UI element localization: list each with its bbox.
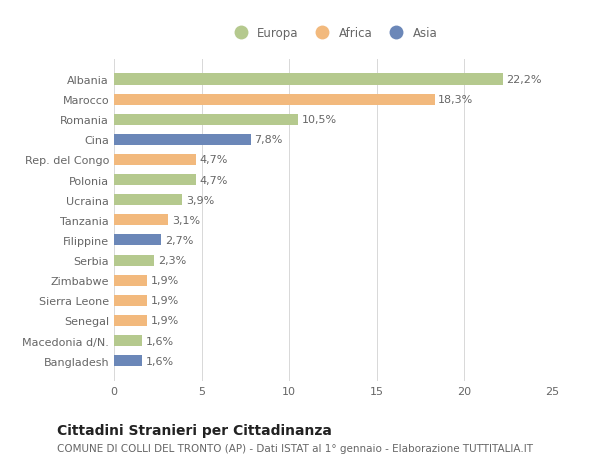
Bar	[114, 315, 147, 326]
Bar	[114, 155, 196, 166]
Bar	[114, 95, 434, 106]
Legend: Europa, Africa, Asia: Europa, Africa, Asia	[229, 27, 437, 40]
Text: 1,9%: 1,9%	[151, 296, 179, 306]
Text: 1,9%: 1,9%	[151, 275, 179, 285]
Bar	[114, 235, 161, 246]
Text: 4,7%: 4,7%	[200, 155, 228, 165]
Bar	[114, 275, 147, 286]
Text: 2,7%: 2,7%	[165, 235, 193, 246]
Text: COMUNE DI COLLI DEL TRONTO (AP) - Dati ISTAT al 1° gennaio - Elaborazione TUTTIT: COMUNE DI COLLI DEL TRONTO (AP) - Dati I…	[57, 443, 533, 453]
Text: Cittadini Stranieri per Cittadinanza: Cittadini Stranieri per Cittadinanza	[57, 423, 332, 437]
Bar	[114, 195, 182, 206]
Bar	[114, 74, 503, 85]
Text: 1,6%: 1,6%	[146, 356, 173, 366]
Text: 22,2%: 22,2%	[506, 75, 542, 85]
Text: 3,9%: 3,9%	[186, 195, 214, 205]
Bar	[114, 134, 251, 146]
Bar	[114, 355, 142, 366]
Bar	[114, 295, 147, 306]
Bar	[114, 335, 142, 346]
Text: 18,3%: 18,3%	[438, 95, 473, 105]
Bar	[114, 174, 196, 186]
Text: 7,8%: 7,8%	[254, 135, 283, 145]
Text: 2,3%: 2,3%	[158, 256, 186, 265]
Text: 10,5%: 10,5%	[301, 115, 337, 125]
Text: 3,1%: 3,1%	[172, 215, 200, 225]
Text: 4,7%: 4,7%	[200, 175, 228, 185]
Text: 1,6%: 1,6%	[146, 336, 173, 346]
Bar	[114, 114, 298, 125]
Text: 1,9%: 1,9%	[151, 316, 179, 326]
Bar	[114, 215, 169, 226]
Bar	[114, 255, 154, 266]
